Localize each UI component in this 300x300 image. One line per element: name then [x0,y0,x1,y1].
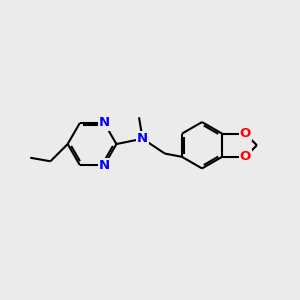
Text: N: N [137,132,148,145]
Text: N: N [99,159,110,172]
Text: O: O [240,127,251,140]
Text: O: O [240,150,251,163]
Text: N: N [99,116,110,129]
